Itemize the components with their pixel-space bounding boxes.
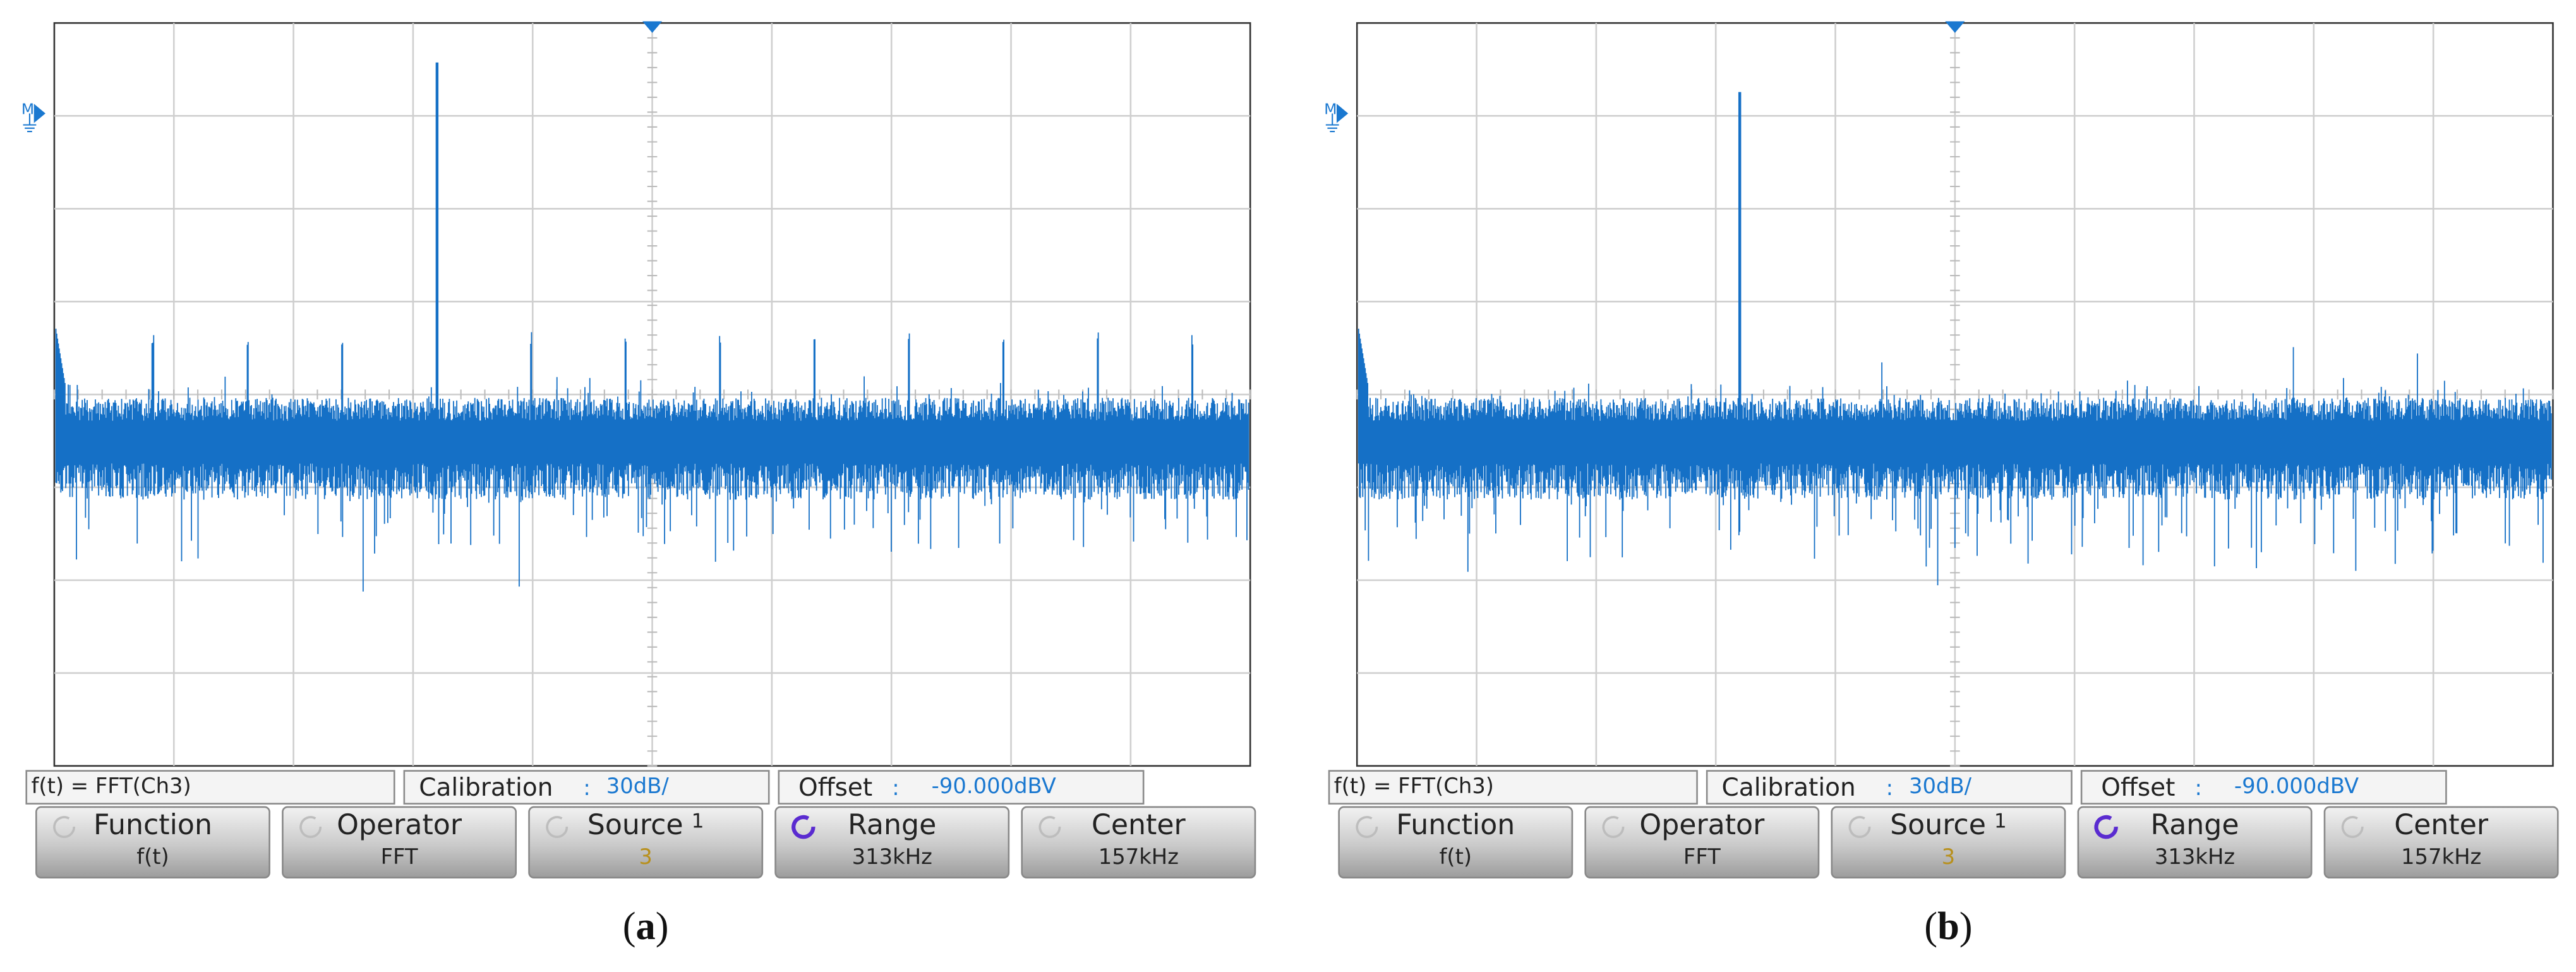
softkey-label: Source 1: [587, 809, 704, 841]
rotate-icon: [53, 816, 75, 838]
softkey-label: Range: [848, 809, 936, 841]
rotate-icon: [1038, 816, 1061, 838]
softkey-label-text: Range: [848, 809, 936, 841]
softkey-value: f(t): [1439, 844, 1472, 869]
marker-label: M: [1324, 100, 1337, 118]
softkey-label-text: Function: [1396, 809, 1515, 841]
softkey-label-text: Function: [93, 809, 212, 841]
softkey-value: f(t): [136, 844, 169, 869]
rotate-icon: [2094, 815, 2118, 839]
status-label: Calibration: [1722, 774, 1856, 802]
status-value: 30dB/: [1909, 774, 1972, 798]
status-sep: :: [2195, 775, 2202, 800]
softkey: [1831, 806, 2066, 879]
rotate-icon: [546, 816, 569, 838]
softkey-superscript: 1: [692, 810, 704, 832]
softkey-value: 313kHz: [2155, 844, 2235, 869]
caption-close: ): [1959, 904, 1973, 948]
status-box: [1328, 770, 1698, 805]
softkey-label: Operator: [337, 809, 462, 841]
softkey-label-text: Source: [587, 809, 683, 841]
caption: (b): [1924, 904, 1972, 948]
softkey-value: 157kHz: [2401, 844, 2481, 869]
fft-trace: [55, 62, 1249, 592]
softkey-label-text: Center: [1092, 809, 1186, 841]
rotate-icon: [1356, 816, 1378, 838]
caption: (a): [623, 904, 669, 948]
ground-marker: [23, 104, 45, 133]
softkey: [1021, 806, 1256, 879]
softkey: [282, 806, 517, 879]
softkey-value: 313kHz: [852, 844, 932, 869]
softkey: [774, 806, 1010, 879]
status-box: [778, 770, 1145, 805]
softkey: [2323, 806, 2559, 879]
status-sep: :: [583, 775, 590, 800]
status-formula: f(t) = FFT(Ch3): [32, 774, 191, 798]
fft-trace: [1357, 92, 2552, 586]
status-box: [403, 770, 770, 805]
softkey-label: Center: [1092, 809, 1186, 841]
caption-letter: a: [636, 904, 656, 948]
softkey: [528, 806, 764, 879]
softkey-label: Function: [1396, 809, 1515, 841]
caption-letter: b: [1937, 904, 1959, 948]
status-label: Offset: [798, 774, 872, 802]
softkey-label-text: Source: [1890, 809, 1986, 841]
rotate-icon: [299, 816, 322, 838]
softkey: [1338, 806, 1574, 879]
caption-close: ): [656, 904, 669, 948]
softkey: [35, 806, 270, 879]
softkey-value: 157kHz: [1098, 844, 1179, 869]
status-value: -90.000dBV: [932, 774, 1056, 798]
softkey-label: Center: [2394, 809, 2489, 841]
panel: Mf(t) = FFT(Ch3) Calibration:30dB/Offset:…: [21, 21, 1256, 948]
softkey-label-text: Operator: [1639, 809, 1765, 841]
status-formula: f(t) = FFT(Ch3): [1334, 774, 1494, 798]
caption-open: (: [623, 904, 636, 948]
status-label: Offset: [2101, 774, 2175, 802]
marker-label: M: [21, 100, 34, 118]
panel: Mf(t) = FFT(Ch3) Calibration:30dB/Offset:…: [1324, 21, 2559, 948]
softkey-label-text: Operator: [337, 809, 462, 841]
status-sep: :: [1886, 775, 1893, 800]
softkey-value: FFT: [381, 844, 418, 869]
softkey-label: Source 1: [1890, 809, 2007, 841]
rotate-icon: [2341, 816, 2364, 838]
status-value: -90.000dBV: [2234, 774, 2359, 798]
softkey: [2077, 806, 2313, 879]
softkey: [1584, 806, 1820, 879]
softkey-label: Operator: [1639, 809, 1765, 841]
status-box: [2080, 770, 2447, 805]
trigger-marker: [642, 21, 663, 33]
softkey-label-text: Center: [2394, 809, 2489, 841]
rotate-icon: [1602, 816, 1625, 838]
caption-open: (: [1924, 904, 1937, 948]
trigger-marker: [1945, 21, 1965, 33]
status-sep: :: [892, 775, 899, 800]
softkey-superscript: 1: [1994, 810, 2007, 832]
softkey-label-text: Range: [2150, 809, 2239, 841]
softkey-value: 3: [639, 844, 653, 869]
status-box: [1706, 770, 2073, 805]
softkey-value: 3: [1942, 844, 1956, 869]
status-box: [25, 770, 395, 805]
ground-marker: [1325, 104, 1349, 133]
status-label: Calibration: [419, 774, 553, 802]
softkey-label: Range: [2150, 809, 2239, 841]
softkey-value: FFT: [1683, 844, 1721, 869]
rotate-icon: [1848, 816, 1871, 838]
status-value: 30dB/: [606, 774, 670, 798]
softkey-label: Function: [93, 809, 212, 841]
rotate-icon: [791, 815, 816, 839]
